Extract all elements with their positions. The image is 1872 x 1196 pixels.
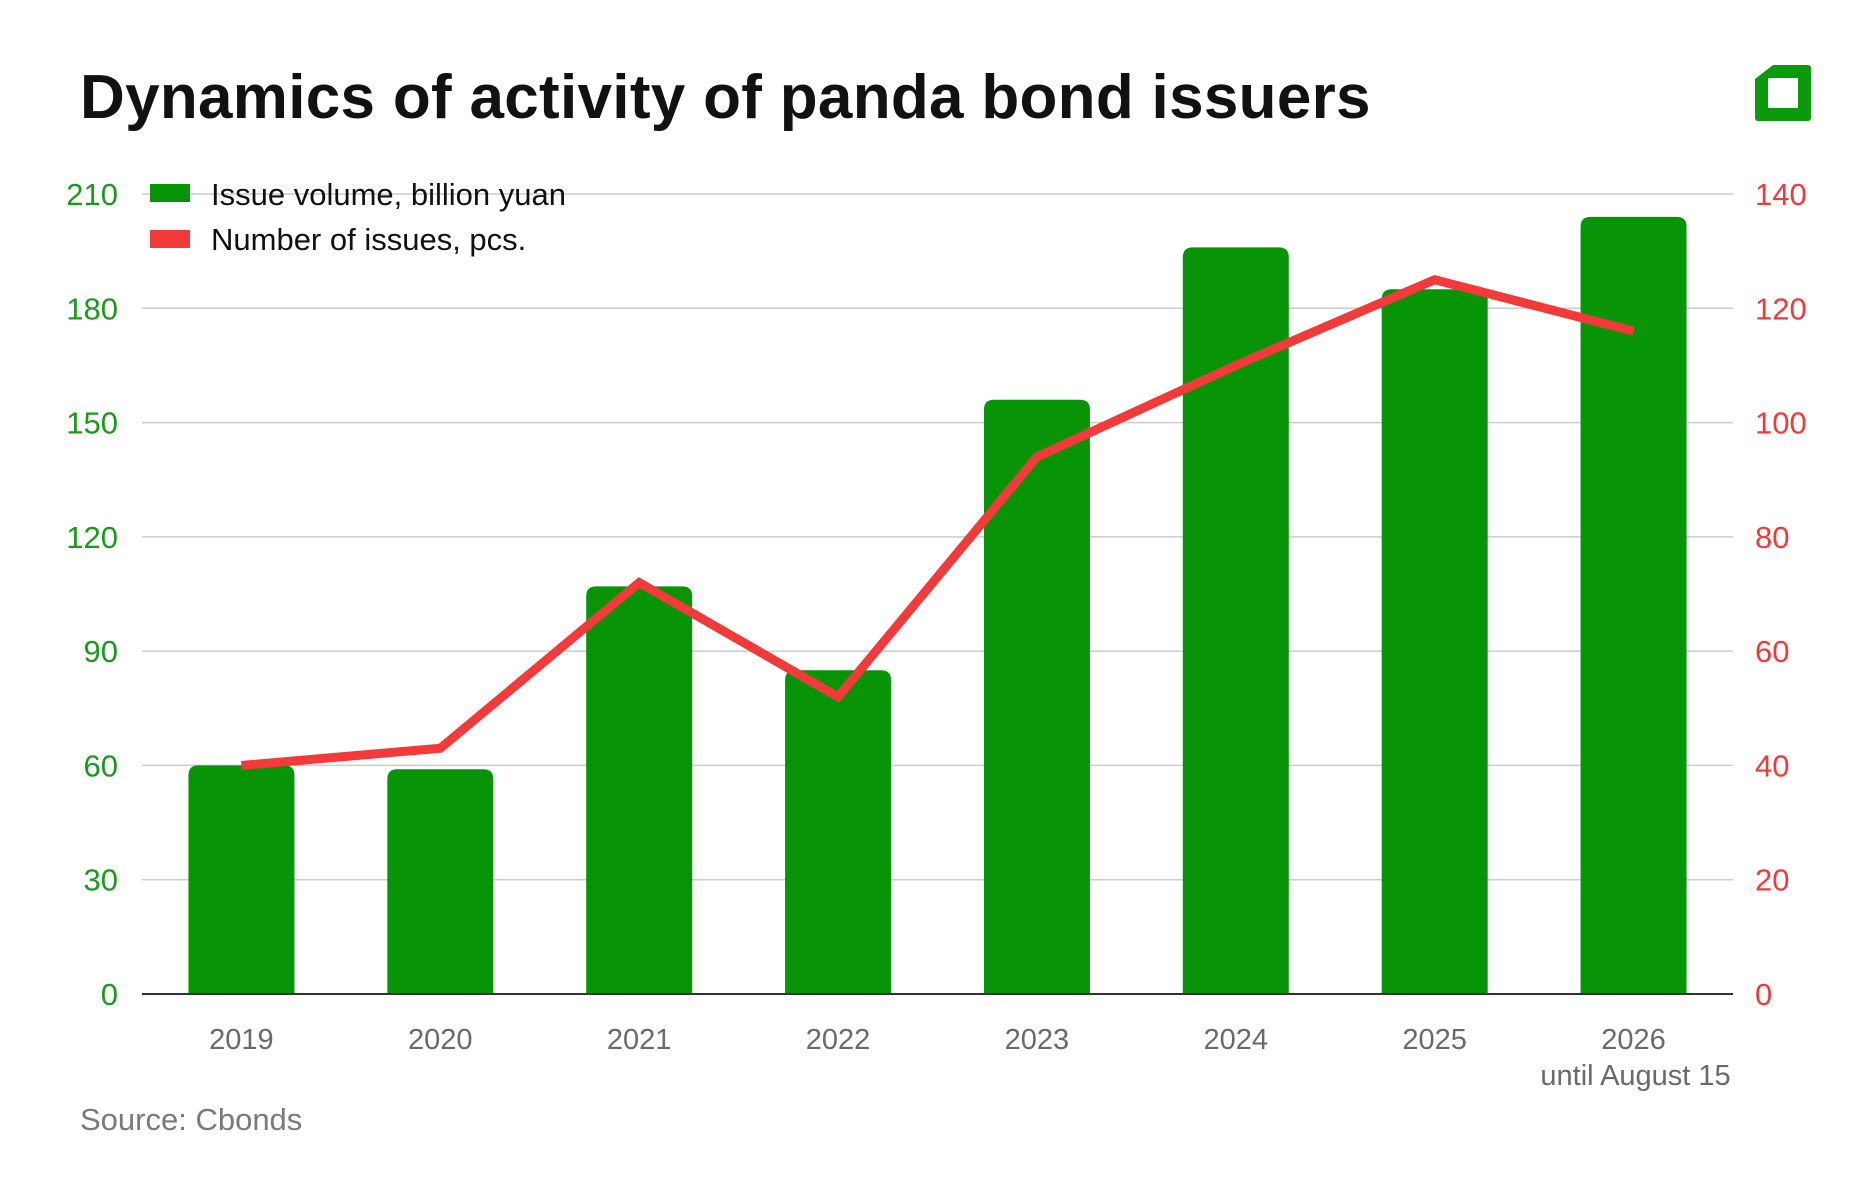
bar-issue-volume (188, 765, 295, 994)
y-right-tick-label: 140 (1755, 177, 1807, 212)
y-right-tick-label: 120 (1755, 291, 1807, 326)
y-left-tick-label: 150 (66, 406, 118, 441)
bar-issue-volume (785, 670, 892, 994)
x-tick-label: 2023 (1005, 1024, 1070, 1056)
y-left-tick-label: 30 (84, 863, 118, 898)
bar-issue-volume (387, 769, 494, 994)
y-left-tick-label: 180 (66, 291, 118, 326)
bar-issue-volume (586, 586, 693, 994)
y-right-tick-label: 0 (1755, 977, 1772, 1012)
bar-issue-volume (1381, 289, 1488, 994)
y-right-tick-label: 20 (1755, 863, 1789, 898)
legend-swatch-line (150, 230, 190, 248)
x-tick-label: 2026 (1601, 1024, 1666, 1056)
y-left-tick-label: 90 (84, 634, 118, 669)
legend-label-line: Number of issues, pcs. (211, 222, 526, 257)
x-tick-label: 2021 (607, 1024, 672, 1056)
x-tick-label: 2025 (1402, 1024, 1467, 1056)
x-tick-label: 2022 (806, 1024, 871, 1056)
x-tick-note: until August 15 (1540, 1060, 1730, 1092)
y-right-tick-label: 100 (1755, 406, 1807, 441)
legend-label-bars: Issue volume, billion yuan (211, 177, 566, 212)
y-left-tick-label: 60 (84, 748, 118, 783)
legend-swatch-bars (150, 184, 190, 202)
bar-issue-volume (1182, 247, 1289, 995)
x-tick-label: 2019 (209, 1024, 274, 1056)
chart-title: Dynamics of activity of panda bond issue… (80, 63, 1371, 132)
y-left-tick-label: 120 (66, 520, 118, 555)
bar-issue-volume (983, 399, 1090, 994)
line-number-of-issues (241, 274, 1635, 770)
y-left-tick-label: 210 (66, 177, 118, 212)
y-right-tick-label: 40 (1755, 748, 1789, 783)
cbonds-logo-icon (1755, 65, 1811, 121)
y-left-tick-label: 0 (101, 977, 118, 1012)
x-tick-label: 2020 (408, 1024, 473, 1056)
y-right-tick-label: 60 (1755, 634, 1789, 669)
source-note: Source: Cbonds (80, 1102, 303, 1137)
y-right-tick-label: 80 (1755, 520, 1789, 555)
x-tick-label: 2024 (1204, 1024, 1269, 1056)
bar-issue-volume (1580, 216, 1687, 994)
